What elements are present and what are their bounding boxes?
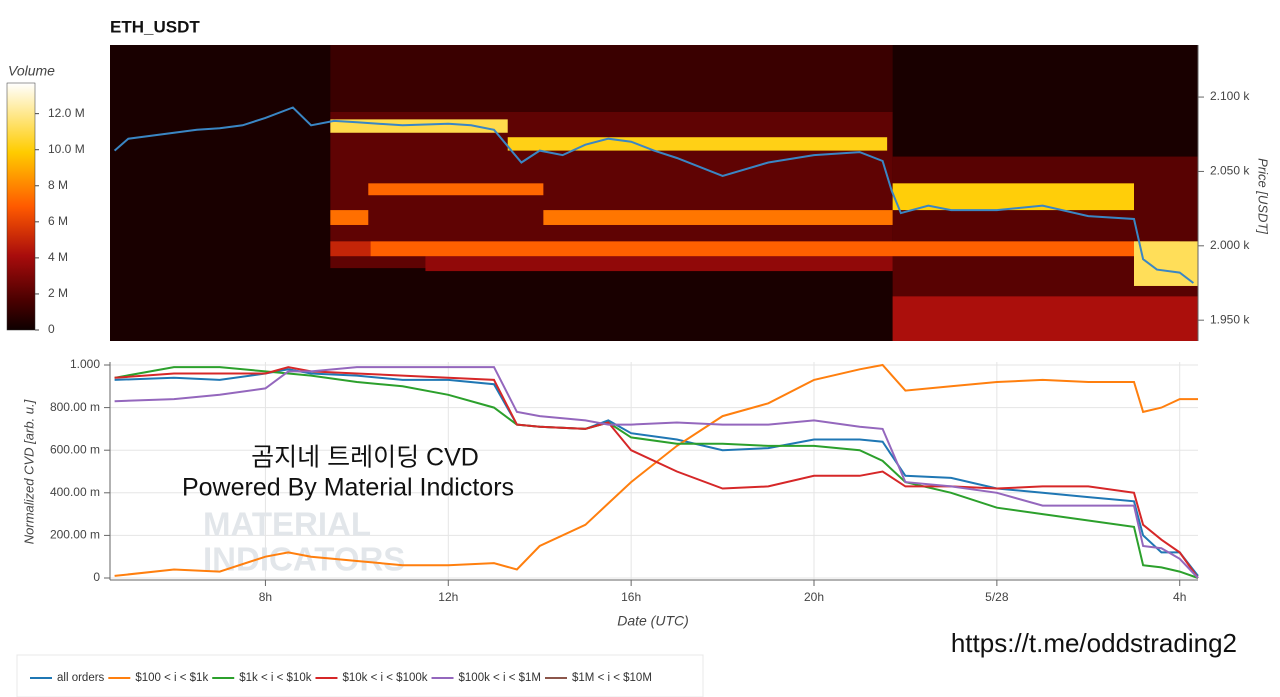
heat-cell: [370, 241, 1180, 257]
y-tick-label: 1.000: [70, 357, 100, 371]
heat-cell: [543, 210, 893, 225]
heat-cell: [425, 256, 893, 272]
annotation: 곰지네 트레이딩 CVD: [251, 444, 479, 472]
colorbar-tick-label: 0: [48, 322, 55, 336]
heat-cell: [330, 210, 369, 225]
y-tick-label: 600.00 m: [50, 442, 100, 456]
heat-cell: [330, 241, 371, 257]
chart-title: ETH_USDT: [110, 17, 200, 36]
x-tick-label: 4h: [1173, 590, 1186, 604]
heatmap: [110, 45, 1198, 341]
colorbar-tick-label: 6 M: [48, 214, 68, 228]
y-tick-label: 2.050 k: [1210, 164, 1250, 178]
y-tick-label: 200.00 m: [50, 528, 100, 542]
url: https://t.me/oddstrading2: [951, 628, 1237, 658]
y-axis-label: Price [USDT]: [1256, 158, 1271, 234]
x-tick-label: 8h: [259, 590, 272, 604]
y-tick-label: 2.100 k: [1210, 89, 1250, 103]
series-line: [114, 366, 1199, 579]
legend-label: all orders: [57, 672, 105, 684]
x-axis-label: Date (UTC): [617, 613, 689, 629]
legend-box: [16, 654, 704, 697]
colorbar-tick-label: 8 M: [48, 178, 68, 192]
colorbar-tick-label: 12.0 M: [48, 106, 85, 120]
colorbar-tick-label: 10.0 M: [48, 142, 85, 156]
legend-label: $10k < i < $100k: [342, 672, 427, 684]
legend-label: $100k < i < $1M: [459, 672, 541, 684]
watermark: INDICATORS: [203, 541, 405, 578]
price-line: [113, 106, 1195, 284]
colorbar-tick-label: 4 M: [48, 250, 68, 264]
legend-label: $100 < i < $1k: [135, 672, 208, 684]
x-tick-label: 16h: [621, 590, 641, 604]
x-tick-label: 20h: [804, 590, 824, 604]
x-tick-label: 5/28: [985, 590, 1009, 604]
legend-label: $1M < i < $10M: [572, 672, 652, 684]
heat-cell: [368, 183, 544, 196]
heat-cell: [892, 296, 1198, 341]
series-line: [114, 363, 1198, 577]
annotation: Powered By Material Indictors: [182, 474, 514, 502]
y-tick-label: 800.00 m: [50, 400, 100, 414]
y-tick-label: 2.000 k: [1210, 238, 1250, 252]
y-tick-label: 1.950 k: [1210, 312, 1250, 326]
y-tick-label: 400.00 m: [50, 485, 100, 499]
legend-label: $1k < i < $10k: [239, 672, 311, 684]
x-tick-label: 12h: [438, 590, 458, 604]
heat-cell: [330, 45, 893, 112]
watermark: MATERIAL: [203, 506, 371, 543]
colorbar-label: Volume: [8, 63, 55, 79]
lines: [114, 363, 1199, 579]
series-line: [114, 366, 1199, 579]
colorbar-tick-label: 2 M: [48, 286, 68, 300]
heat-cell: [507, 137, 888, 151]
series-line: [114, 368, 1199, 577]
y-axis-label: Normalized CVD [arb. u.]: [21, 399, 36, 544]
colorbar: [6, 82, 36, 331]
y-tick-label: 0: [93, 570, 100, 584]
